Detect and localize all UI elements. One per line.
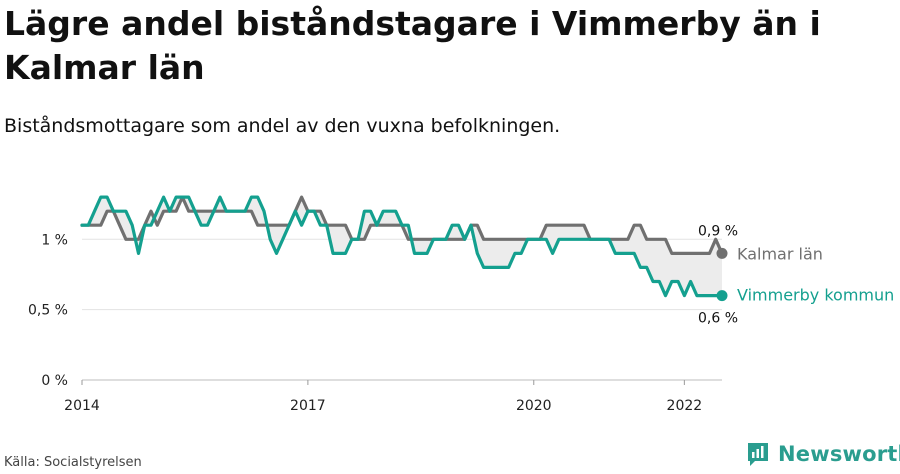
x-tick-label: 2020 [516, 398, 552, 414]
newsworthy-logo-icon [748, 443, 768, 466]
y-tick-label: 1 % [41, 232, 68, 248]
y-tick-label: 0 % [41, 373, 68, 389]
series-label-kalmar: Kalmar län [737, 244, 823, 263]
series-label-vimmerby: Vimmerby kommun [737, 286, 894, 305]
x-tick-label: 2022 [667, 398, 703, 414]
end-value-label-kalmar: 0,9 % [698, 223, 738, 239]
brand-name: Newsworthy [778, 442, 900, 466]
chart-subtitle: Biståndsmottagare som andel av den vuxna… [4, 115, 561, 137]
series-line-vimmerby [80, 195, 724, 298]
series-end-point-kalmar [716, 247, 728, 259]
source-note: Källa: Socialstyrelsen [4, 455, 142, 470]
series-gap-area [82, 197, 722, 296]
y-tick-label: 0,5 % [28, 303, 68, 319]
series-end-point-vimmerby [716, 290, 728, 302]
brand-logo: Newsworthy [746, 441, 900, 467]
x-tick-label: 2014 [64, 398, 100, 414]
x-tick-label: 2017 [290, 398, 326, 414]
end-value-label-vimmerby: 0,6 % [698, 311, 738, 327]
chart-title: Lägre andel biståndstagare i Vimmerby än… [4, 4, 821, 87]
